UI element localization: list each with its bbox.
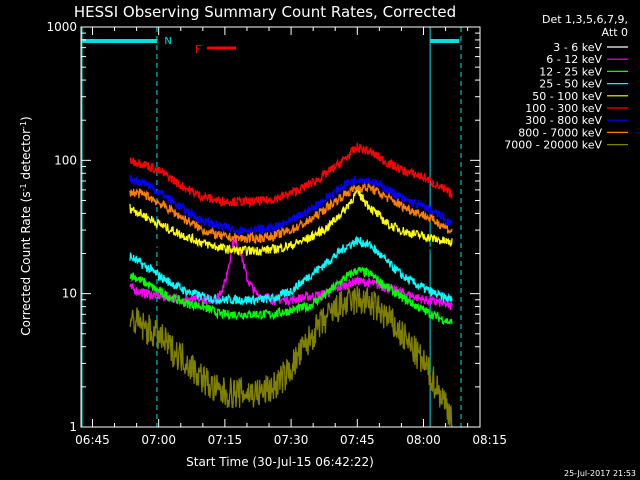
series-line [129, 175, 453, 236]
flare-marker-label: F [195, 43, 201, 56]
x-tick-label: 07:15 [208, 433, 243, 447]
y-tick-label: 100 [54, 153, 77, 167]
y-tick-label: 1 [69, 420, 77, 434]
x-axis-label: Start Time (30-Jul-15 06:42:22) [186, 455, 374, 469]
y-axis: 1 10 100 1000 [46, 20, 480, 434]
y-tick-label: 10 [62, 287, 77, 301]
legend-header: Det 1,3,5,6,7,9, [542, 13, 628, 26]
legend-entry-label: 25 - 50 keV [539, 78, 602, 91]
y-tick-label: 1000 [46, 20, 77, 34]
x-tick-label: 08:15 [472, 433, 507, 447]
legend-entry-label: 50 - 100 keV [532, 90, 602, 103]
series-line [129, 142, 453, 208]
y-axis-label-exponent: -1 [19, 183, 28, 191]
legend-entry-label: 6 - 12 keV [546, 53, 602, 66]
series-lines [129, 142, 453, 428]
series-line [129, 235, 453, 306]
legend-entry-label: 100 - 300 keV [525, 102, 602, 115]
chart-title: HESSI Observing Summary Count Rates, Cor… [74, 3, 456, 21]
x-tick-label: 07:30 [274, 433, 309, 447]
date-stamp: 25-Jul-2017 21:53 [564, 469, 636, 478]
y-axis-label-part: Corrected Count Rate (s [19, 191, 33, 335]
legend-entry-label: 3 - 6 keV [553, 41, 602, 54]
legend-entry-label: 800 - 7000 keV [518, 126, 602, 139]
legend-entry-label: 300 - 800 keV [525, 114, 602, 127]
legend-entry-label: 7000 - 20000 keV [504, 139, 602, 152]
series-line [129, 266, 453, 326]
legend-entry-label: 12 - 25 keV [539, 65, 602, 78]
plot-frame [80, 26, 481, 428]
x-tick-label: 06:45 [75, 433, 110, 447]
y-axis-label-exponent: -1 [19, 121, 28, 129]
x-tick-label: 07:45 [340, 433, 375, 447]
series-line [129, 286, 453, 428]
x-axis: 06:45 07:00 07:15 07:30 07:45 08:00 08:15 [75, 27, 507, 447]
series-line [129, 183, 453, 245]
x-tick-label: 07:00 [141, 433, 176, 447]
x-tick-label: 08:00 [406, 433, 441, 447]
legend-header: Att 0 [602, 26, 628, 39]
series-line [129, 186, 453, 257]
y-axis-label-part: detector [19, 129, 33, 184]
y-axis-label: Corrected Count Rate (s-1 detector-1) [19, 116, 34, 335]
y-axis-label-part: ) [19, 116, 33, 121]
night-marker-label: N [164, 36, 171, 47]
